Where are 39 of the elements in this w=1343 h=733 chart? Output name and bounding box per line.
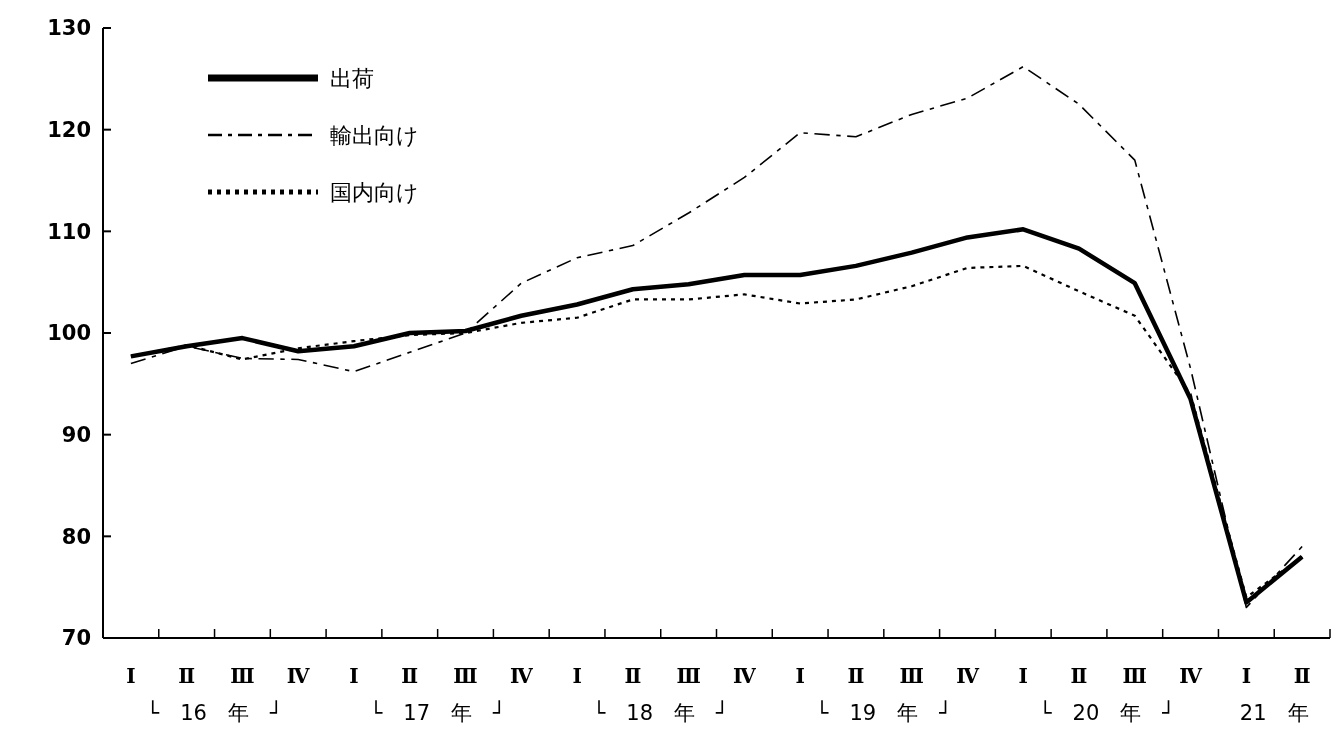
x-tick-label: Ⅱ (624, 664, 642, 688)
legend-label: 輸出向け (330, 122, 419, 148)
text: └ 20 年 ┘ (1038, 700, 1175, 725)
text: └ 19 年 ┘ (815, 700, 952, 725)
x-tick-label: Ⅲ (1122, 664, 1147, 688)
y-tick-label: 90 (61, 423, 91, 448)
x-tick-label: Ⅳ (286, 664, 310, 688)
x-tick-label: Ⅲ (899, 664, 924, 688)
x-tick-label: Ⅰ (1018, 664, 1028, 688)
text: └ 16 年 ┘ (146, 700, 283, 725)
x-tick-label: Ⅰ (795, 664, 805, 688)
x-tick-label: Ⅳ (956, 664, 980, 688)
y-tick-label: 110 (47, 219, 91, 244)
x-tick-label: Ⅲ (453, 664, 478, 688)
x-tick-label: Ⅱ (847, 664, 865, 688)
text: 21 年 (1239, 701, 1309, 725)
x-tick-label: Ⅳ (733, 664, 757, 688)
x-tick-label: Ⅲ (676, 664, 701, 688)
legend-label: 国内向け (330, 179, 419, 205)
x-tick-label: Ⅰ (1241, 664, 1252, 688)
x-tick-label: Ⅰ (126, 664, 136, 688)
y-tick-label: 120 (47, 118, 91, 143)
x-tick-label: Ⅳ (1179, 664, 1203, 688)
x-tick-label: Ⅳ (509, 664, 533, 688)
text: └ 18 年 ┘ (592, 700, 729, 725)
x-tick-label: Ⅱ (178, 664, 196, 688)
text: └ 17 年 ┘ (369, 700, 506, 725)
x-tick-label: Ⅰ (572, 664, 582, 688)
x-tick-label: Ⅰ (349, 664, 359, 688)
legend-label: 出荷 (330, 65, 374, 91)
y-tick-label: 100 (47, 321, 91, 346)
y-tick-label: 80 (61, 524, 91, 549)
x-tick-label: Ⅲ (230, 664, 255, 688)
x-tick-label: Ⅱ (1293, 664, 1311, 688)
y-tick-label: 70 (61, 626, 91, 651)
x-tick-label: Ⅱ (1070, 664, 1088, 688)
y-tick-label: 130 (47, 16, 91, 41)
x-tick-label: Ⅱ (401, 664, 419, 688)
line-series (130, 65, 1303, 609)
